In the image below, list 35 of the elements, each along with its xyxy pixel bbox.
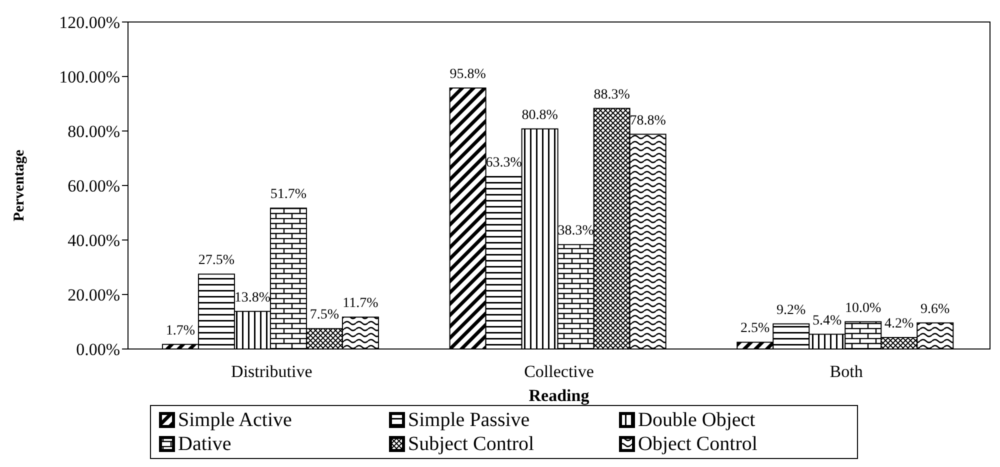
legend-label: Subject Control [408, 432, 534, 456]
y-tick-label: 40.00% [68, 231, 120, 250]
x-tick-label: Both [830, 362, 864, 382]
data-label: 27.5% [198, 253, 235, 268]
legend-label: Object Control [638, 432, 758, 456]
y-tick-label: 80.00% [68, 122, 120, 142]
x-tick-label: Distributive [231, 362, 312, 382]
legend-label: Dative [178, 432, 232, 456]
data-label: 1.7% [166, 323, 196, 338]
data-label: 5.4% [812, 313, 842, 328]
y-tick-label: 20.00% [68, 286, 120, 305]
y-axis-title: Perventage [11, 149, 28, 222]
data-label: 95.8% [450, 66, 486, 82]
data-label: 2.5% [740, 321, 770, 336]
data-label: 78.8% [630, 113, 666, 128]
data-label: 38.3% [558, 224, 594, 239]
y-tick-label: 120.00% [59, 13, 120, 32]
y-tick-label: 0.00% [76, 340, 120, 360]
data-label: 11.7% [342, 296, 379, 312]
data-label: 7.5% [310, 308, 340, 323]
data-label: 10.0% [845, 300, 882, 316]
data-label: 9.6% [920, 302, 950, 317]
x-tick-label: Collective [524, 362, 594, 382]
y-tick-label: 60.00% [68, 176, 120, 196]
x-axis-title: Reading [528, 386, 590, 405]
y-tick-label: 100.00% [59, 68, 120, 87]
data-label: 9.2% [776, 302, 806, 318]
legend-label: Double Object [638, 408, 756, 432]
data-label: 88.3% [594, 87, 630, 102]
data-label: 13.8% [234, 290, 271, 306]
legend-label: Simple Active [178, 408, 292, 432]
data-label: 80.8% [522, 108, 558, 123]
legend-label: Simple Passive [408, 408, 530, 432]
data-label: 51.7% [270, 187, 307, 202]
data-label: 4.2% [884, 316, 914, 332]
